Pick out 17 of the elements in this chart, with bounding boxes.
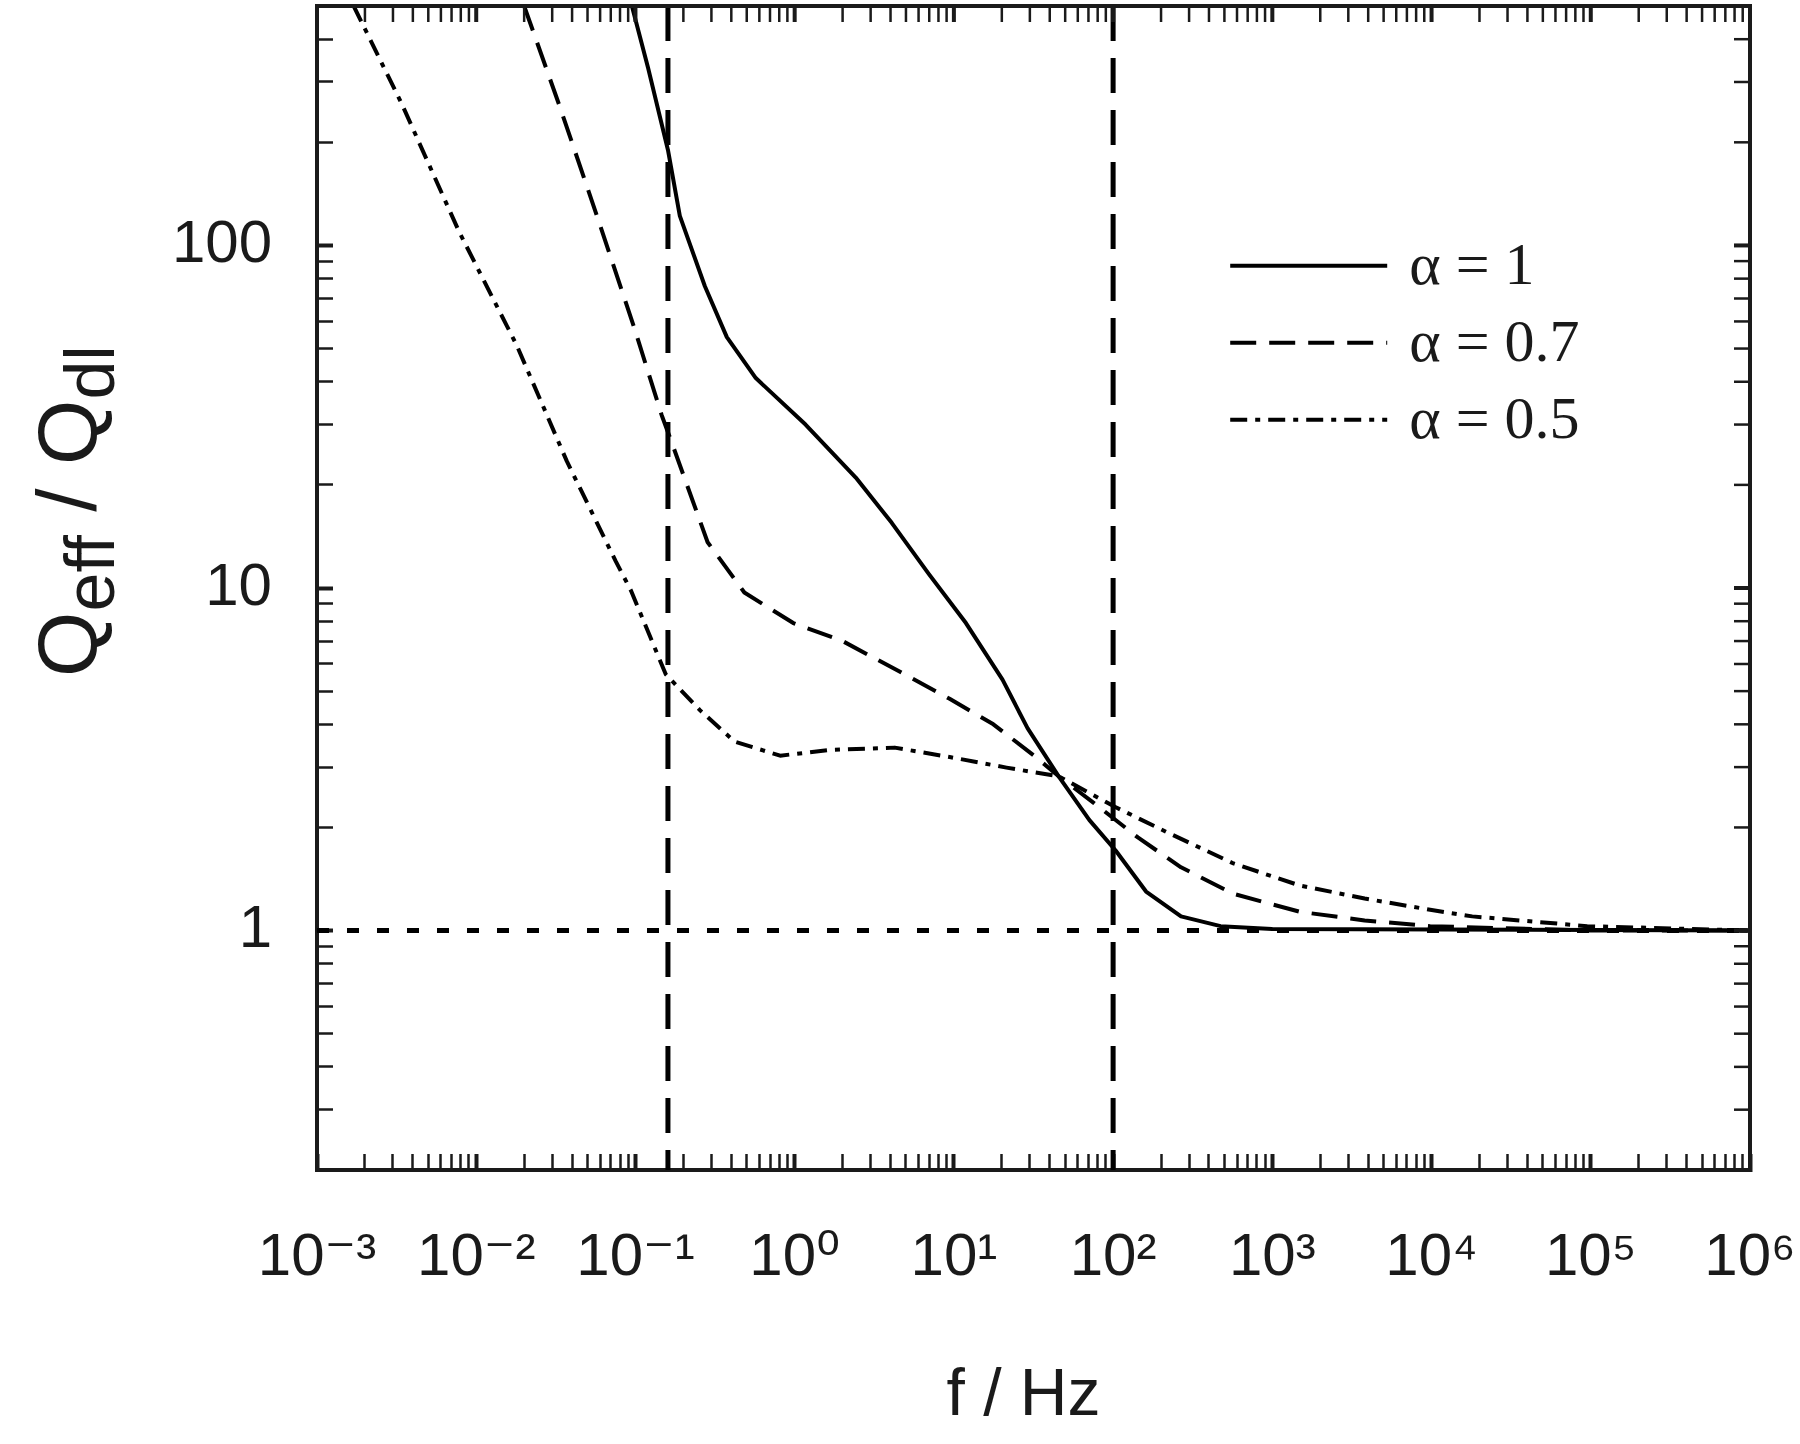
x-tick-label: 10⁻³ <box>257 1220 377 1288</box>
y-tick-label: 100 <box>171 207 272 275</box>
x-tick-label: 10³ <box>1228 1220 1316 1288</box>
x-tick-label: 10² <box>1069 1220 1157 1288</box>
legend-label: α = 0.5 <box>1409 385 1580 452</box>
x-tick-label: 10⁻² <box>417 1220 536 1288</box>
x-tick-label: 10⁴ <box>1385 1220 1478 1288</box>
x-tick-label: 10⁶ <box>1704 1220 1796 1288</box>
legend-label: α = 1 <box>1409 231 1535 298</box>
x-tick-label: 10⁰ <box>749 1220 841 1288</box>
x-tick-label: 10⁻¹ <box>576 1220 695 1288</box>
y-tick-label: 10 <box>205 550 272 618</box>
x-axis-title: f / Hz <box>946 1355 1101 1429</box>
x-tick-label: 10⁵ <box>1544 1220 1637 1288</box>
legend-label: α = 0.7 <box>1409 308 1580 375</box>
y-tick-label: 1 <box>238 893 272 961</box>
x-tick-label: 10¹ <box>910 1220 998 1288</box>
